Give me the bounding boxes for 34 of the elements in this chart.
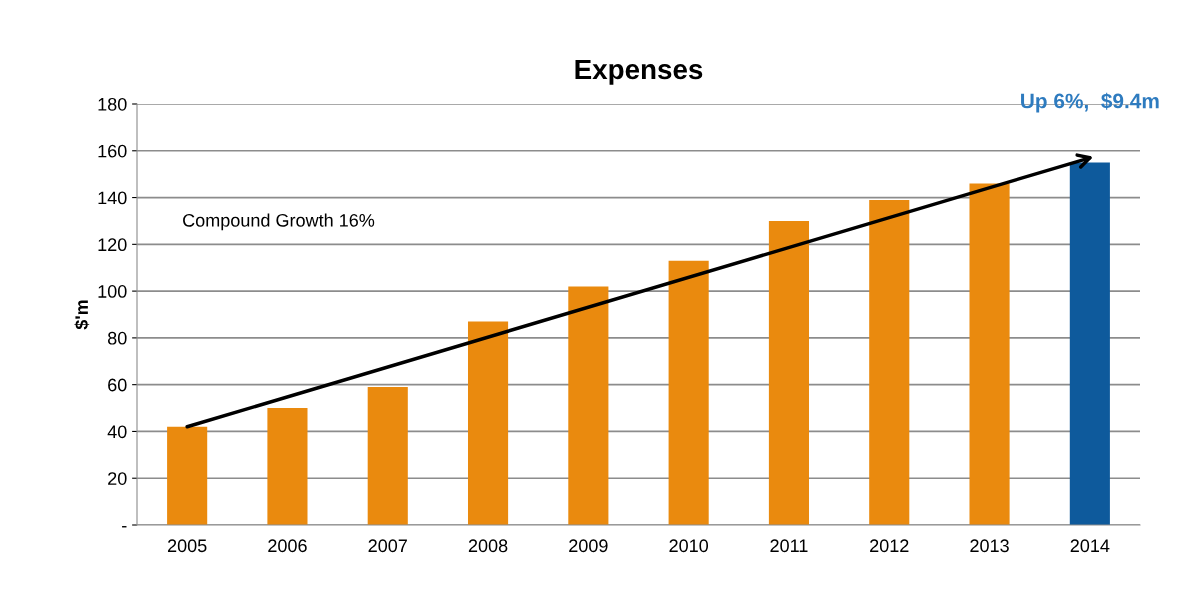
bar xyxy=(568,286,609,525)
y-tick-label: 100 xyxy=(98,285,127,298)
bar xyxy=(969,183,1010,525)
chart-title: Expenses xyxy=(575,59,703,85)
bar xyxy=(167,426,208,525)
x-tick-label: 2011 xyxy=(770,539,808,553)
x-tick-label: 2013 xyxy=(970,539,1009,553)
y-tick-label: 180 xyxy=(98,97,127,111)
y-tick-label: - xyxy=(122,526,127,528)
y-tick-label: 80 xyxy=(107,331,127,345)
x-tick-label: 2010 xyxy=(669,539,709,553)
x-tick-label: 2006 xyxy=(268,539,307,553)
y-tick-label: 120 xyxy=(98,238,127,252)
y-axis-title: $'m xyxy=(74,300,90,330)
annotation: Up 6%, $9.4m xyxy=(1021,92,1159,113)
bar xyxy=(367,387,408,525)
annotation: Compound Growth 16% xyxy=(183,213,375,231)
x-tick-label: 2014 xyxy=(1070,539,1110,553)
y-tick-label: 20 xyxy=(108,472,127,485)
x-tick-label: 2007 xyxy=(368,539,407,553)
bar xyxy=(267,408,308,525)
bar xyxy=(768,220,810,525)
x-tick-label: 2009 xyxy=(569,539,608,553)
y-tick-label: 60 xyxy=(108,378,127,392)
x-tick-label: 2012 xyxy=(870,539,909,553)
bar xyxy=(1069,162,1110,525)
x-tick-label: 2008 xyxy=(468,539,508,553)
bar xyxy=(467,321,509,525)
y-tick-label: 160 xyxy=(98,144,127,158)
bar xyxy=(869,199,910,525)
x-tick-label: 2005 xyxy=(167,539,207,553)
y-tick-label: 40 xyxy=(107,425,127,439)
bar xyxy=(668,260,709,525)
y-tick-label: 140 xyxy=(98,191,127,205)
